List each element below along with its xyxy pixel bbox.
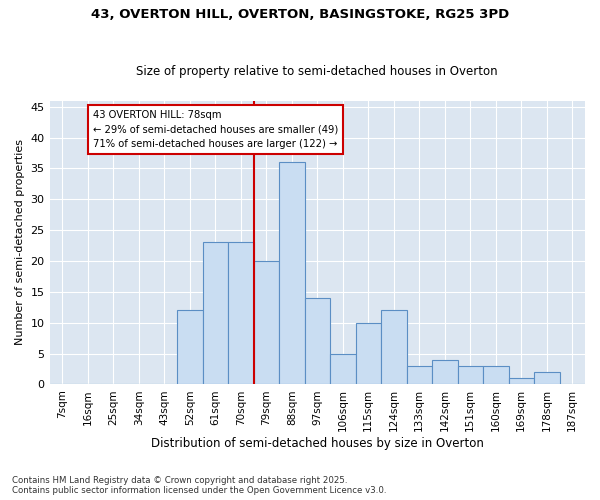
- Bar: [407, 366, 432, 384]
- X-axis label: Distribution of semi-detached houses by size in Overton: Distribution of semi-detached houses by …: [151, 437, 484, 450]
- Bar: [254, 261, 279, 384]
- Bar: [509, 378, 534, 384]
- Bar: [356, 322, 381, 384]
- Text: Contains HM Land Registry data © Crown copyright and database right 2025.
Contai: Contains HM Land Registry data © Crown c…: [12, 476, 386, 495]
- Bar: [330, 354, 356, 384]
- Text: 43 OVERTON HILL: 78sqm
← 29% of semi-detached houses are smaller (49)
71% of sem: 43 OVERTON HILL: 78sqm ← 29% of semi-det…: [93, 110, 338, 150]
- Bar: [534, 372, 560, 384]
- Bar: [228, 242, 254, 384]
- Bar: [177, 310, 203, 384]
- Bar: [381, 310, 407, 384]
- Bar: [483, 366, 509, 384]
- Bar: [203, 242, 228, 384]
- Bar: [432, 360, 458, 384]
- Title: Size of property relative to semi-detached houses in Overton: Size of property relative to semi-detach…: [136, 66, 498, 78]
- Text: 43, OVERTON HILL, OVERTON, BASINGSTOKE, RG25 3PD: 43, OVERTON HILL, OVERTON, BASINGSTOKE, …: [91, 8, 509, 20]
- Y-axis label: Number of semi-detached properties: Number of semi-detached properties: [15, 140, 25, 346]
- Bar: [305, 298, 330, 384]
- Bar: [279, 162, 305, 384]
- Bar: [458, 366, 483, 384]
